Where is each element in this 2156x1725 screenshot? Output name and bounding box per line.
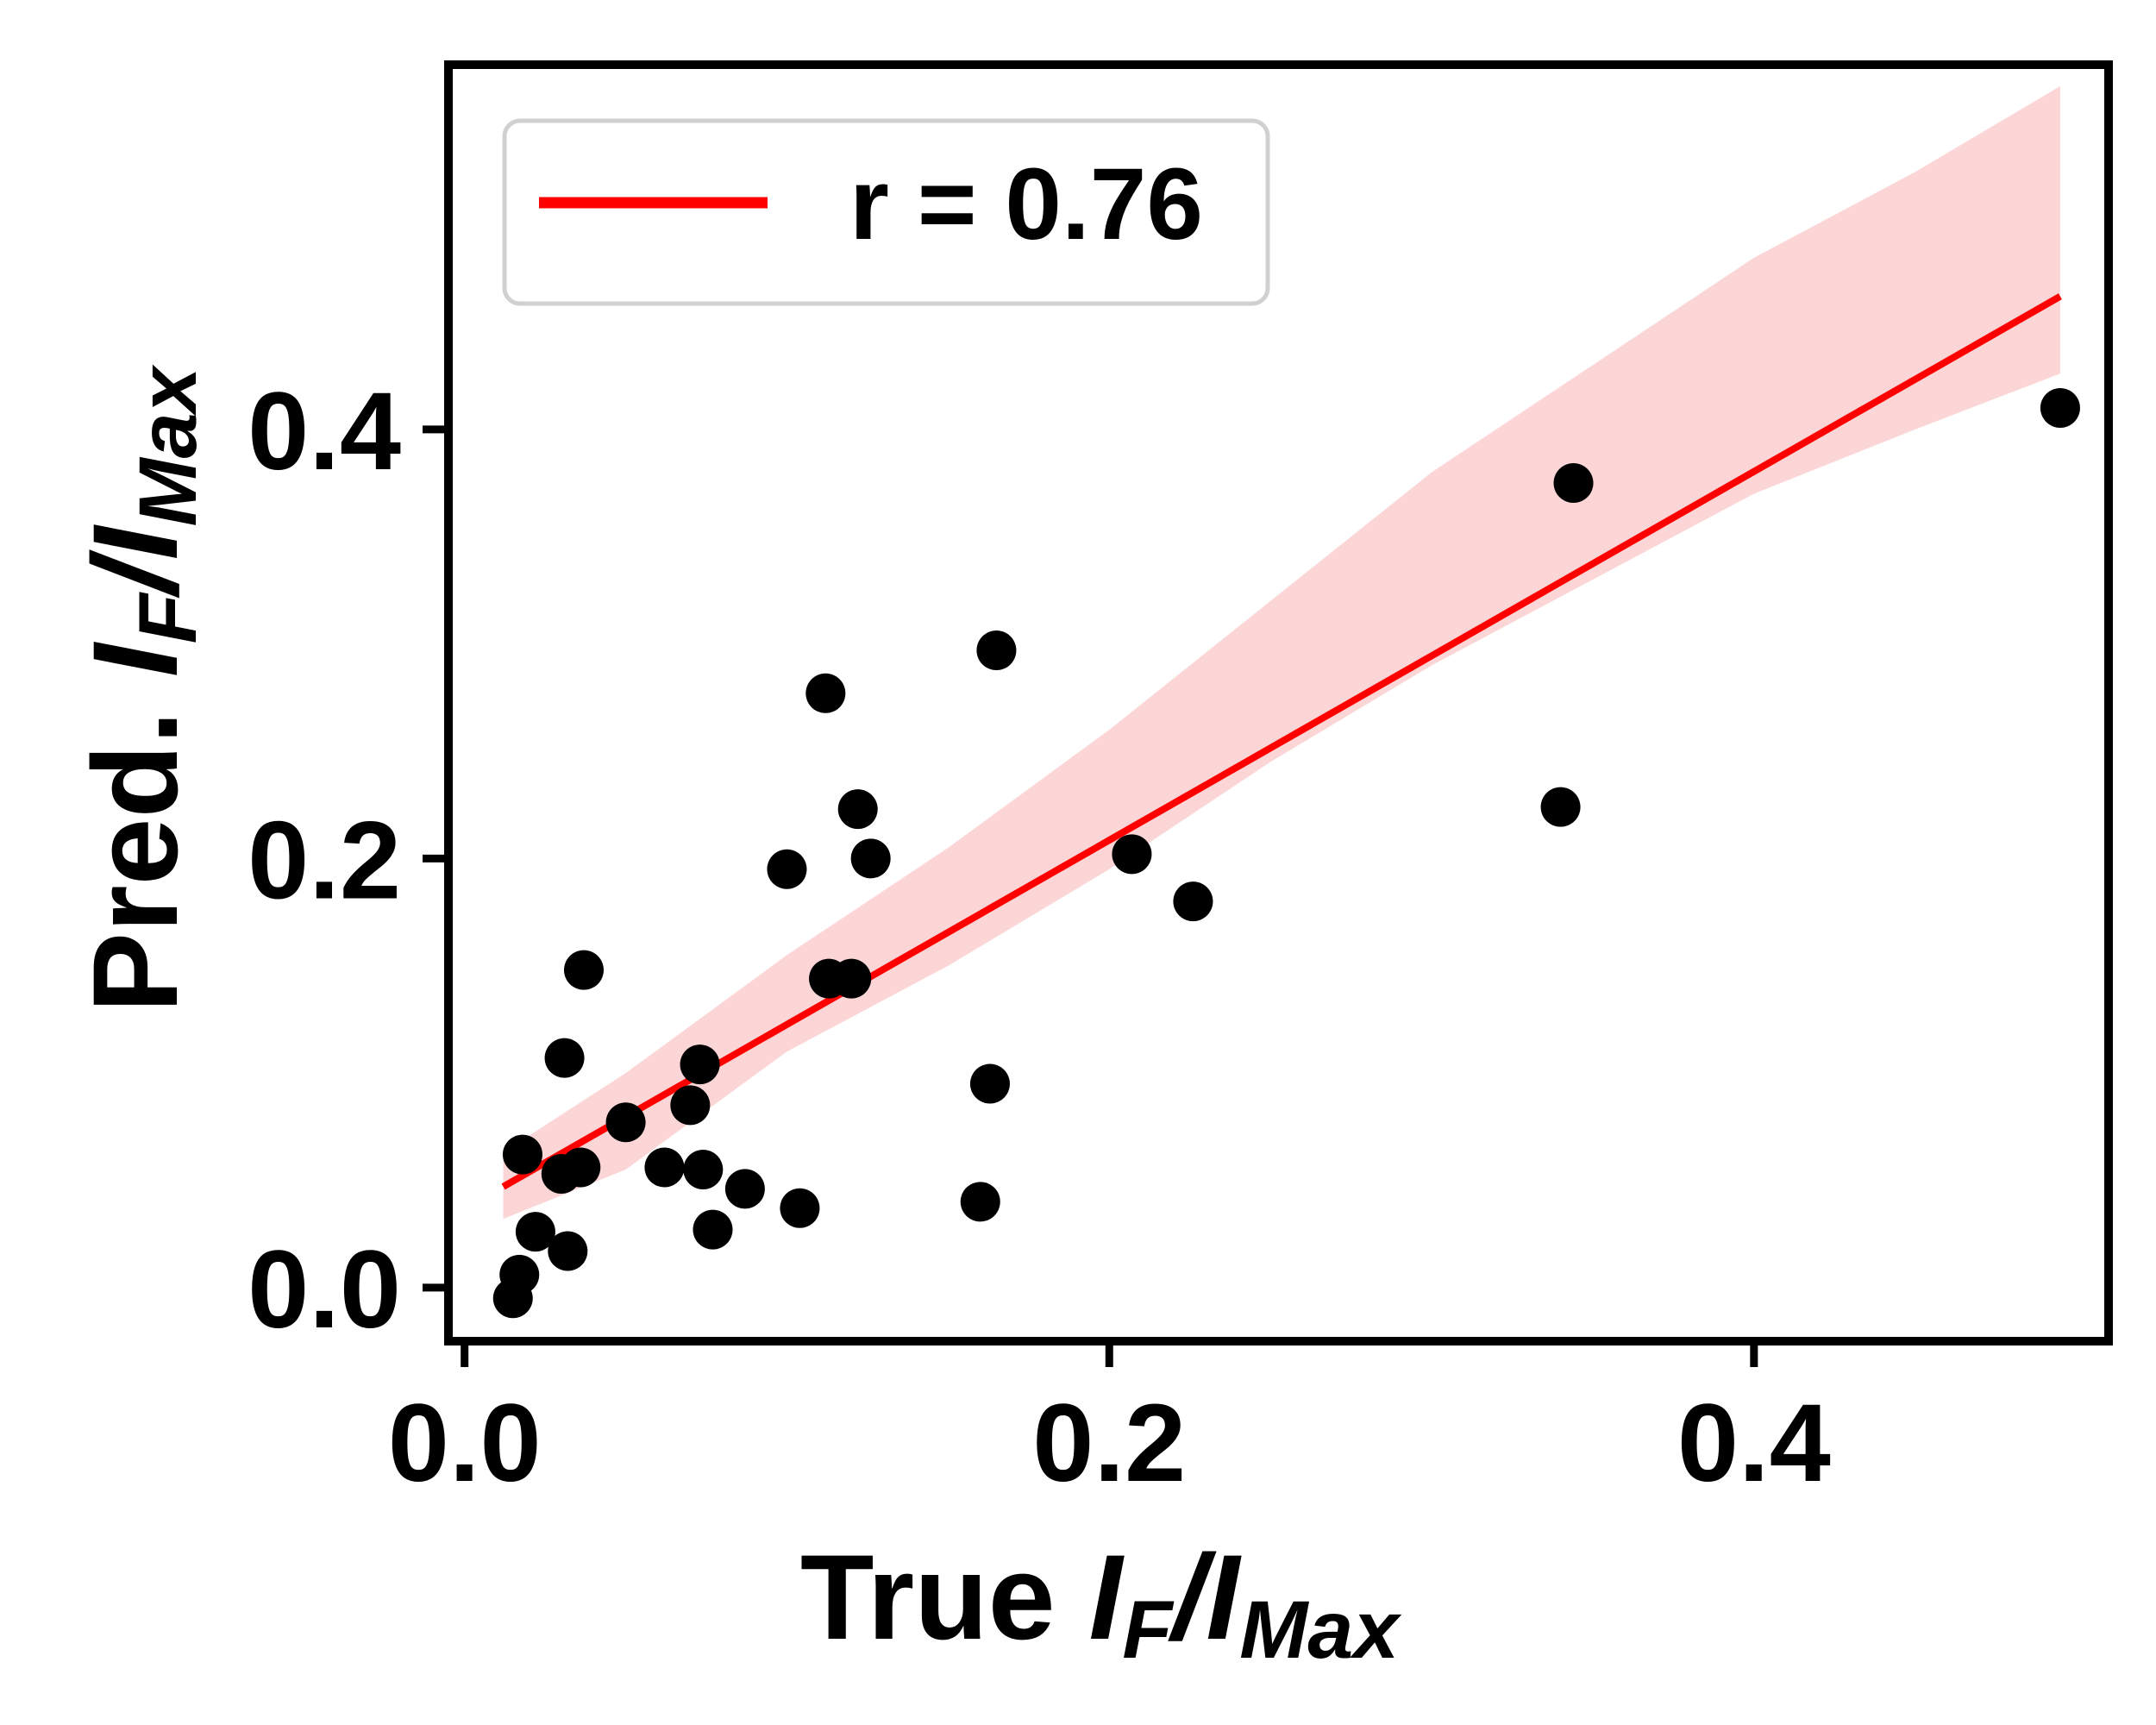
data-point: [544, 1038, 585, 1078]
data-point: [767, 849, 807, 889]
y-tick-label: 0.2: [248, 799, 401, 922]
data-point: [680, 1044, 720, 1085]
legend: r = 0.76: [502, 118, 1270, 306]
data-point: [724, 1169, 765, 1209]
data-point: [960, 1182, 1000, 1222]
data-point: [805, 673, 846, 713]
data-point: [683, 1150, 724, 1190]
data-point: [605, 1102, 646, 1143]
data-point: [780, 1188, 820, 1228]
fit-line-layer: [501, 293, 2062, 1190]
y-axis-ticks: 0.0 0.2 0.4: [248, 370, 448, 1352]
data-point: [499, 1254, 540, 1295]
data-point: [1112, 834, 1152, 875]
data-point: [561, 1147, 601, 1188]
data-point: [548, 1231, 588, 1271]
data-point: [515, 1212, 555, 1252]
data-point: [670, 1085, 711, 1126]
x-tick-label: 0.0: [388, 1382, 542, 1505]
data-point: [1553, 463, 1594, 504]
confidence-band: [503, 85, 2060, 1220]
data-point: [969, 1063, 1010, 1104]
data-point: [563, 950, 604, 990]
x-axis-label: True IF/IMax: [800, 1529, 1402, 1676]
x-tick-label: 0.2: [1032, 1382, 1186, 1505]
plot-frame: [444, 60, 2113, 1346]
data-point: [976, 630, 1017, 671]
data-point: [850, 838, 891, 879]
data-point: [1540, 787, 1581, 827]
data-point: [693, 1209, 733, 1250]
x-tick-label: 0.4: [1677, 1382, 1831, 1505]
legend-box: [502, 118, 1270, 306]
confidence-band-layer: [503, 85, 2060, 1220]
x-axis-ticks: 0.0 0.2 0.4: [388, 1341, 1831, 1505]
legend-label: r = 0.76: [849, 147, 1203, 261]
fit-line: [501, 293, 2062, 1190]
data-point: [1173, 881, 1213, 922]
y-tick-label: 0.4: [248, 370, 401, 493]
data-point: [2040, 387, 2080, 428]
data-point: [837, 789, 878, 830]
data-point: [644, 1147, 685, 1188]
y-axis-label: Pred. IF/IMax: [67, 364, 214, 1013]
data-point: [831, 958, 872, 999]
y-tick-label: 0.0: [248, 1228, 401, 1352]
data-point: [502, 1134, 542, 1175]
data-points-layer: [492, 387, 2080, 1319]
